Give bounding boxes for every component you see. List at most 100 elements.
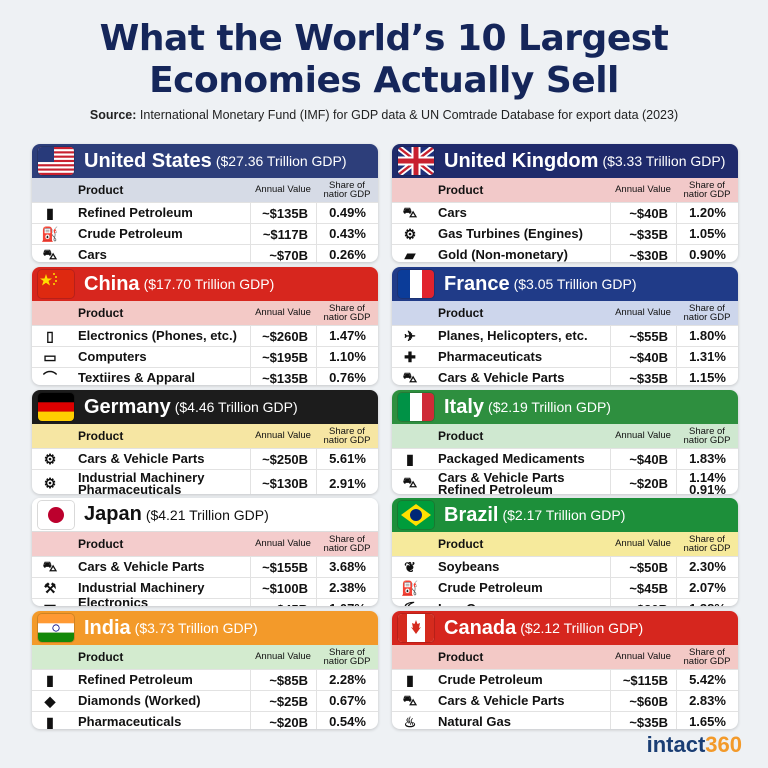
gdp-share: 1.07% <box>316 599 378 606</box>
annual-value: ~$25B <box>250 691 316 711</box>
gdp-share: 2.91% <box>316 470 378 494</box>
gears-icon: ⚙ <box>43 475 57 491</box>
country-gdp: ($4.46 Trillion GDP) <box>174 399 298 415</box>
table-row: ✈ Planes, Helicopters, etc. ~$55B 1.80% <box>392 325 738 346</box>
country-header: France ($3.05 Trillion GDP) <box>392 267 738 301</box>
mining-cart-icon: ⛏ <box>392 601 428 607</box>
source-note: Source: International Monetary Fund (IMF… <box>0 108 768 122</box>
annual-value: ~$40B <box>610 449 676 469</box>
col-product: Product <box>438 306 484 320</box>
gold-bars-icon: ▰ <box>404 246 416 263</box>
col-value: Annual Value <box>255 307 311 319</box>
table-row: ⛍ Cars & Vehicle Parts ~$60B 2.83% <box>392 690 738 711</box>
annual-value: ~$50B <box>610 557 676 577</box>
col-value: Annual Value <box>615 430 671 442</box>
product-name: Cars & Vehicle Parts <box>78 451 205 466</box>
col-product: Product <box>438 650 484 664</box>
col-product: Product <box>78 537 124 551</box>
annual-value: ~$30B <box>610 245 676 262</box>
column-header: Product Annual Value Share of natior GDP <box>32 532 378 556</box>
col-product: Product <box>78 650 124 664</box>
country-header: Canada ($2.12 Trillion GDP) <box>392 611 738 645</box>
table-row: ▮ Refined Petroleum ~$85B 2.28% <box>32 669 378 690</box>
country-header: Brazil ($2.17 Trillion GDP) <box>392 498 738 532</box>
country-gdp: ($4.21 Trillion GDP) <box>145 506 269 523</box>
annual-value: ~$260B <box>250 326 316 346</box>
country-gdp: ($2.12 Trillion GDP) <box>520 620 644 636</box>
barrel-icon: ▮ <box>46 671 54 688</box>
diamond-icon: ◆ <box>44 692 56 709</box>
country-name: China <box>84 272 140 295</box>
country-name: Japan <box>84 503 142 525</box>
col-product: Product <box>438 183 484 197</box>
chip-icon: ▣ <box>32 601 68 607</box>
gdp-share: 2.83% <box>676 691 738 711</box>
gdp-share: 0.49% <box>316 203 378 223</box>
country-card-in: India ($3.73 Trillion GDP) Product Annual V… <box>32 611 378 729</box>
product-name: Cars & Vehicle Parts <box>438 693 565 708</box>
annual-value: ~$35B <box>610 712 676 729</box>
country-name: France <box>444 272 510 295</box>
col-product: Product <box>78 183 124 197</box>
logo-accent-text: 360 <box>705 732 742 757</box>
car-icon: ⛍ <box>42 557 58 574</box>
table-row: ✚ Pharmaceuticats ~$40B 1.31% <box>392 346 738 367</box>
product-name: Pharmaceuticals <box>78 714 182 729</box>
country-gdp: ($3.73 Trillion GDP) <box>134 620 258 636</box>
column-header: Product Annual Value Share of natior GDP <box>392 424 738 448</box>
table-row: ▮ Crude Petroleum ~$115B 5.42% <box>392 669 738 690</box>
product-name: Cars <box>78 247 107 262</box>
flag-br-icon <box>398 501 434 529</box>
product-name: Cars & Vehicle Parts Refined Petroleum <box>438 469 565 495</box>
col-product: Product <box>438 537 484 551</box>
flag-de-icon <box>38 393 74 421</box>
col-share: Share of natior GDP <box>323 302 371 323</box>
country-name: Germany <box>84 395 171 418</box>
country-card-uk: United Kingdom ($3.33 Trillion GDP) Produc… <box>392 144 738 262</box>
gdp-share: 2.28% <box>316 670 378 690</box>
column-header: Product Annual Value Share of natior GDP <box>392 301 738 325</box>
flag-in-icon <box>38 614 74 642</box>
product-name: Refined Petroleum <box>78 672 193 687</box>
pill-bottle-icon: ▮ <box>46 713 54 730</box>
table-row: ⚙ Cars & Vehicle Parts ~$250B 5.61% <box>32 448 378 469</box>
table-row: ⛍ Cars ~$70B 0.26% <box>32 244 378 262</box>
col-value: Annual Value <box>615 184 671 196</box>
country-header: United Kingdom ($3.33 Trillion GDP) <box>392 144 738 178</box>
gdp-share: 0.76% <box>316 368 378 385</box>
annual-value: ~$35B <box>610 224 676 244</box>
country-name: United States <box>84 149 212 172</box>
country-card-cn: China ($17.70 Trillion GDP) Product Annual … <box>32 267 378 385</box>
product-name: Diamonds (Worked) <box>78 693 201 708</box>
country-card-us: United States ($27.36 Trillion GDP) Produc… <box>32 144 378 262</box>
table-row: ⛍ Cars ~$40B 1.20% <box>392 202 738 223</box>
flag-cn-icon <box>38 270 74 298</box>
col-share: Share of natior GDP <box>323 646 371 667</box>
annual-value: ~$195B <box>250 347 316 367</box>
table-row: ❦ Soybeans ~$50B 2.30% <box>392 556 738 577</box>
table-row: ▯ Electronics (Phones, etc.) ~$260B 1.47% <box>32 325 378 346</box>
country-header: China ($17.70 Trillion GDP) <box>32 267 378 301</box>
table-row: ▰ Gold (Non-monetary) ~$30B 0.90% <box>392 244 738 262</box>
country-gdp: ($17.70 Trillion GDP) <box>143 276 275 292</box>
column-header: Product Annual Value Share of natior GDP <box>392 532 738 556</box>
gdp-share: 0.67% <box>316 691 378 711</box>
hanger-icon: ⌒ <box>43 370 57 385</box>
gdp-share: 0.43% <box>316 224 378 244</box>
gdp-share: 1.83% <box>676 449 738 469</box>
product-name: Crude Petroleum <box>438 580 543 595</box>
annual-value: ~$40B <box>610 203 676 223</box>
col-share: Share of natior GDP <box>683 533 731 554</box>
country-gdp: ($27.36 Trillion GDP) <box>215 153 347 169</box>
country-header: India ($3.73 Trillion GDP) <box>32 611 378 645</box>
flame-icon: ♨ <box>403 713 417 730</box>
flag-us-icon <box>38 147 74 175</box>
product-name: Electronics (Semiconductors) <box>78 595 149 606</box>
title-line-2: Economies Actually Sell <box>149 60 619 101</box>
product-name: Packaged Medicaments <box>438 451 585 466</box>
pill-bottle-icon: ▮ <box>406 450 414 467</box>
country-name: Brazil <box>444 503 499 526</box>
col-product: Product <box>78 306 124 320</box>
flag-fr-icon <box>398 270 434 298</box>
country-card-it: Italy ($2.19 Trillion GDP) Product Annual V… <box>392 390 738 494</box>
